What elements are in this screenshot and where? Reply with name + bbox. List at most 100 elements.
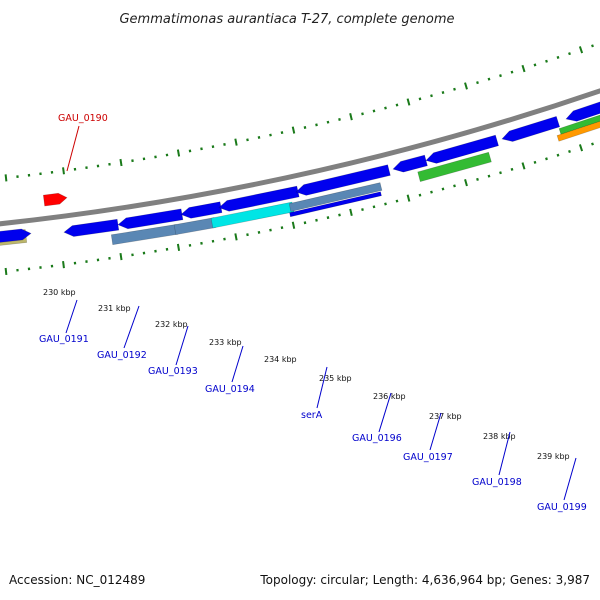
inner-tick [119, 252, 123, 261]
feature-track [0, 101, 600, 246]
inner-tick [234, 233, 238, 241]
gene-label-leader [316, 366, 328, 409]
feature-steel [110, 224, 179, 246]
gene-label: GAU_0197 [403, 452, 453, 463]
gene-label-leader [231, 345, 244, 383]
scale-label: 230 kbp [43, 288, 76, 297]
inner-tick [4, 267, 8, 276]
outer-tick [418, 97, 422, 101]
inner-tick [476, 177, 479, 181]
feature-gau-0193 [180, 201, 223, 219]
gene-label: GAU_0194 [205, 384, 255, 395]
gene-label: GAU_0192 [97, 350, 147, 361]
outer-tick [578, 46, 584, 54]
inner-tick [464, 179, 468, 187]
gene-label-leader [378, 392, 392, 433]
outer-tick [556, 55, 560, 59]
inner-tick [303, 221, 307, 225]
outer-tick [269, 133, 272, 137]
genome-summary-text: Topology: circular; Length: 4,636,964 bp… [260, 573, 590, 587]
feature-blue-strip [289, 191, 382, 218]
outer-tick [499, 74, 502, 78]
inner-tick [384, 202, 387, 206]
inner-tick [556, 153, 560, 157]
feature-gau-0190 [42, 192, 68, 207]
inner-tick [62, 261, 65, 269]
inner-tick [269, 228, 272, 232]
inner-tick [418, 193, 422, 197]
scale-label: 234 kbp [264, 355, 297, 364]
outer-tick [521, 64, 526, 73]
map-title: Gemmatimonas aurantiaca T-27, complete g… [119, 12, 454, 27]
genome-backbone [0, 88, 600, 227]
gene-label: serA [301, 410, 323, 421]
outer-tick [568, 52, 571, 56]
gene-label: GAU_0196 [352, 433, 402, 444]
inner-tick [545, 157, 548, 161]
inner-tick [487, 174, 491, 178]
scale-label: 231 kbp [98, 304, 131, 313]
inner-tick [499, 171, 502, 175]
feature-sera [295, 164, 391, 196]
outer-tick [303, 126, 307, 129]
inner-tick [591, 142, 594, 146]
feature-gau-0191 [63, 218, 120, 237]
outer-tick [533, 63, 537, 67]
inner-tick [578, 144, 584, 152]
inner-tick [395, 199, 399, 203]
inner-tick-track [4, 142, 594, 276]
outer-tick [280, 131, 284, 135]
gene-label-leader [65, 299, 78, 334]
gene-label: GAU_0190 [58, 113, 108, 124]
inner-tick [453, 184, 456, 188]
gene-label: GAU_0199 [537, 502, 587, 513]
outer-tick [453, 87, 456, 91]
inner-tick [338, 213, 341, 217]
outer-tick [510, 70, 514, 74]
outer-tick [234, 138, 238, 146]
outer-tick [119, 158, 123, 167]
outer-tick [257, 136, 261, 139]
outer-tick [291, 126, 296, 134]
outer-tick [338, 117, 341, 121]
gene-label: GAU_0198 [472, 477, 522, 488]
outer-tick [441, 91, 445, 95]
scale-label: 238 kbp [483, 432, 516, 441]
feature-green [417, 151, 492, 183]
inner-tick [510, 167, 514, 171]
inner-tick [280, 226, 284, 230]
inner-tick [361, 208, 364, 212]
outer-tick [395, 103, 399, 107]
inner-tick [533, 160, 537, 164]
outer-tick [406, 98, 411, 106]
outer-tick [361, 112, 364, 116]
inner-tick [349, 208, 353, 216]
outer-tick [430, 94, 433, 98]
outer-tick [315, 123, 318, 127]
feature-gau-0196 [392, 154, 428, 173]
outer-tick [176, 149, 181, 157]
outer-tick [476, 81, 479, 85]
outer-tick [326, 120, 330, 124]
outer-tick [372, 109, 376, 113]
backbone-arc [0, 88, 600, 227]
feature-gau-0199 [565, 101, 600, 122]
gene-label-leader [175, 325, 189, 366]
inner-tick [568, 149, 571, 154]
outer-tick-track [4, 44, 594, 182]
inner-tick [315, 218, 318, 222]
scale-label: 233 kbp [209, 338, 242, 347]
scale-label: 237 kbp [429, 412, 462, 421]
feature-gau-0197 [425, 134, 499, 164]
inner-tick [291, 221, 296, 229]
outer-tick [591, 44, 594, 48]
gene-label-leader [123, 305, 140, 349]
outer-tick [464, 82, 468, 90]
inner-tick [372, 205, 376, 209]
outer-tick [349, 113, 353, 121]
outer-tick [487, 77, 491, 81]
gene-label-leader [429, 412, 442, 451]
inner-tick [521, 162, 526, 170]
outer-tick [4, 174, 8, 182]
